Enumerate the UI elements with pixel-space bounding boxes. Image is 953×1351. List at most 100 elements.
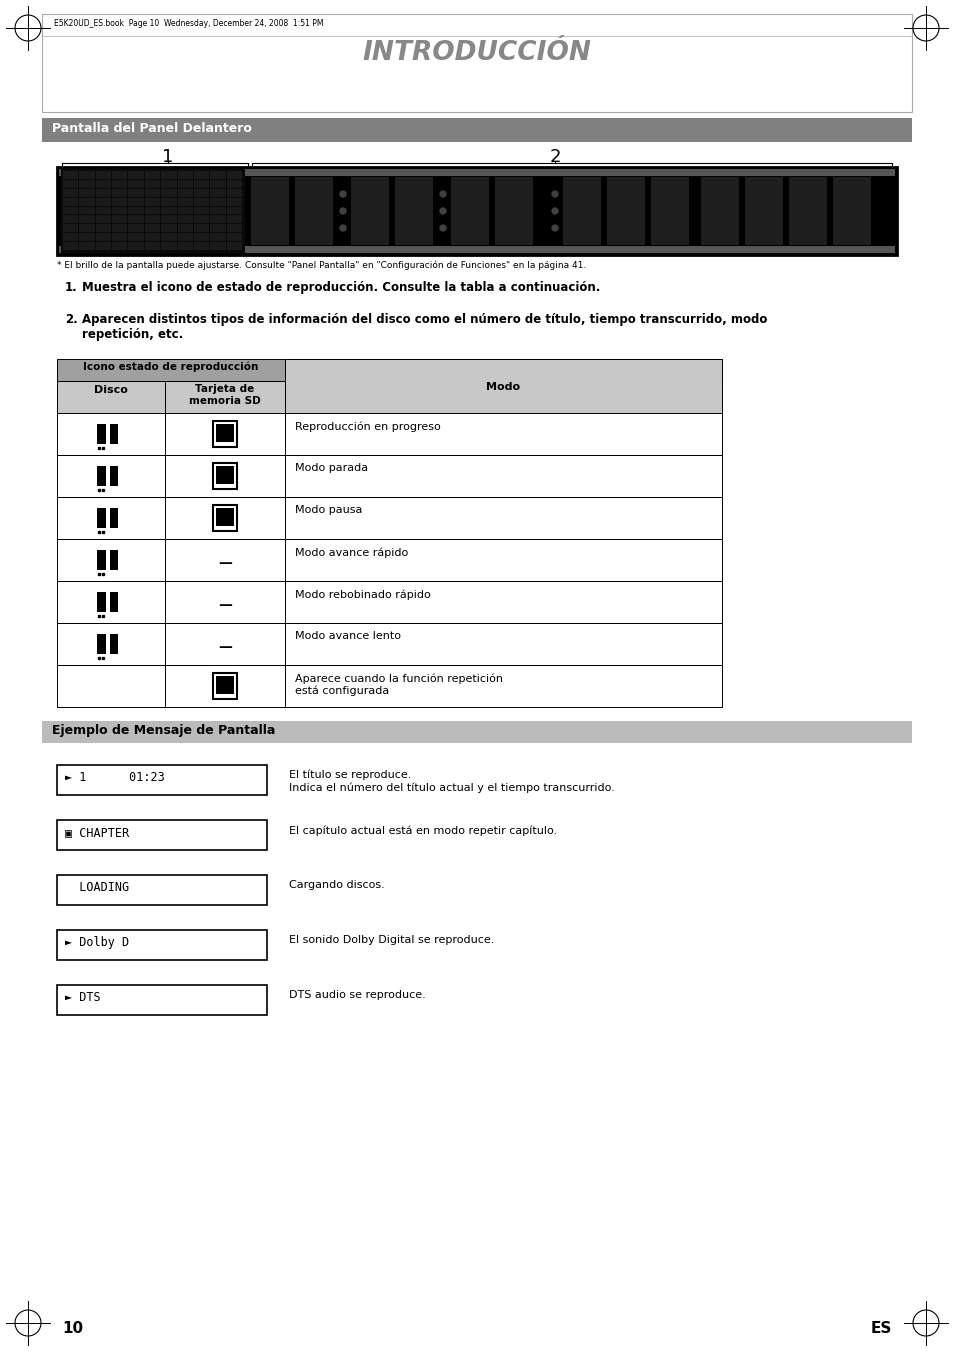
Circle shape [552,226,558,231]
Bar [112,234,128,240]
Bar [285,539,721,581]
Bar [112,215,128,223]
Bar [606,177,644,245]
Bar [112,207,128,215]
Bar [129,197,144,205]
Bar [42,118,911,142]
Bar [110,466,118,486]
Text: —: — [218,557,232,570]
Bar [165,413,285,455]
Text: Icono estado de reproducción: Icono estado de reproducción [83,362,258,373]
Bar [177,224,193,232]
Text: Modo: Modo [485,382,519,392]
Text: Cargando discos.: Cargando discos. [289,880,384,890]
Bar [193,189,209,197]
Bar [193,242,209,250]
Bar [57,455,165,497]
Bar [129,172,144,178]
Bar [165,455,285,497]
Bar [57,497,165,539]
Bar [63,215,78,223]
Bar [161,189,176,197]
Text: Modo avance lento: Modo avance lento [294,631,400,640]
Bar [285,497,721,539]
Bar [161,224,176,232]
Bar [213,673,236,698]
Bar [227,207,242,215]
Bar [97,508,106,528]
Bar [215,508,233,526]
Bar [177,215,193,223]
Bar [193,207,209,215]
Bar [285,665,721,707]
Bar [210,207,226,215]
Bar [161,197,176,205]
Text: DTS audio se reproduce.: DTS audio se reproduce. [289,990,425,1000]
Bar [42,14,911,112]
Circle shape [439,190,446,197]
Bar [97,466,106,486]
Bar [227,172,242,178]
Text: ES: ES [870,1321,891,1336]
Bar [285,455,721,497]
Bar [165,381,285,413]
Bar [97,634,106,654]
Text: 10: 10 [62,1321,83,1336]
Bar [63,197,78,205]
Bar [227,224,242,232]
Bar [193,180,209,188]
Bar [210,189,226,197]
Text: * El brillo de la pantalla puede ajustarse. Consulte "Panel Pantalla" en "Config: * El brillo de la pantalla puede ajustar… [57,261,586,270]
Bar [193,224,209,232]
Bar [63,189,78,197]
Text: —: — [218,640,232,654]
Bar [210,172,226,178]
Bar [161,242,176,250]
Text: Muestra el icono de estado de reproducción. Consulte la tabla a continuación.: Muestra el icono de estado de reproducci… [82,281,599,295]
Text: INTRODUCCIÓN: INTRODUCCIÓN [362,41,591,66]
Bar [63,207,78,215]
Bar [145,172,160,178]
Text: ► Dolby D: ► Dolby D [65,936,129,948]
Bar [95,197,111,205]
Bar [63,172,78,178]
Bar [59,246,894,253]
Bar [129,242,144,250]
Bar [161,207,176,215]
Bar [95,215,111,223]
Bar [700,177,739,245]
Bar [210,197,226,205]
Text: ▣ CHAPTER: ▣ CHAPTER [65,825,129,839]
Bar [57,985,267,1015]
Bar [832,177,870,245]
Bar [95,224,111,232]
Bar [210,242,226,250]
Bar [165,665,285,707]
Bar [145,180,160,188]
Bar [285,359,721,413]
Circle shape [339,190,346,197]
Bar [165,539,285,581]
Bar [145,207,160,215]
Bar [210,234,226,240]
Bar [161,180,176,188]
Bar [145,197,160,205]
Bar [42,721,911,743]
Bar [165,623,285,665]
Bar [63,180,78,188]
Bar [227,189,242,197]
Text: ► 1      01:23: ► 1 01:23 [65,771,165,784]
Text: Reproducción en progreso: Reproducción en progreso [294,422,440,431]
Bar [95,172,111,178]
Bar [145,189,160,197]
Bar [145,224,160,232]
Bar [788,177,826,245]
Bar [285,413,721,455]
Bar [227,234,242,240]
Bar [57,359,285,381]
Bar [112,197,128,205]
Bar [227,242,242,250]
Bar [294,177,333,245]
Bar [57,765,267,794]
Text: ► DTS: ► DTS [65,992,100,1004]
